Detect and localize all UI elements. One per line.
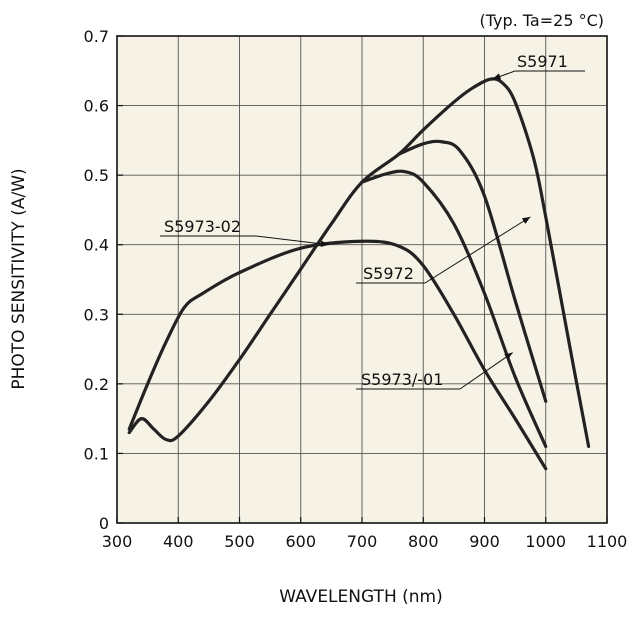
series-label-s5971: S5971	[517, 52, 568, 71]
x-tick-label: 700	[347, 532, 378, 551]
x-tick-label: 900	[469, 532, 500, 551]
x-axis-ticks: 300 400 500 600 700 800 900 1000 1100	[102, 517, 628, 551]
arrow-head	[521, 216, 531, 224]
annotation-s5973-01: S5973/-01	[356, 352, 513, 390]
series-label-s5972: S5972	[363, 264, 414, 283]
y-tick-label: 0.6	[84, 97, 109, 116]
x-tick-label: 1100	[587, 532, 628, 551]
y-tick-label: 0	[99, 514, 109, 533]
x-tick-label: 500	[224, 532, 255, 551]
leader-line	[459, 352, 513, 390]
x-tick-label: 800	[408, 532, 439, 551]
series-line-s5972	[397, 139, 548, 403]
annotation-s5973-02: S5973-02	[160, 217, 329, 247]
series-lines	[127, 77, 591, 471]
y-axis-ticks: 0 0.1 0.2 0.3 0.4 0.5 0.6 0.7	[84, 27, 123, 533]
x-tick-label: 400	[163, 532, 194, 551]
series-annotations: S5971 S5972 S5973/-01 S5973-02	[160, 52, 585, 390]
x-tick-label: 1000	[525, 532, 566, 551]
grid	[117, 36, 607, 523]
series-line-s5973-01	[360, 169, 548, 449]
series-label-s5973-02: S5973-02	[164, 217, 241, 236]
y-tick-label: 0.7	[84, 27, 109, 46]
arrow-head	[320, 240, 329, 247]
series-line-s5971	[127, 77, 591, 449]
arrow-head	[504, 352, 513, 360]
annotation-s5972: S5972	[356, 216, 531, 284]
y-tick-label: 0.4	[84, 236, 109, 255]
arrow-head	[492, 73, 502, 80]
y-axis-title: PHOTO SENSITIVITY (A/W)	[9, 168, 29, 389]
series-line-s5973-02	[127, 239, 548, 471]
x-tick-label: 600	[285, 532, 316, 551]
y-tick-label: 0.3	[84, 305, 109, 324]
x-axis-title: WAVELENGTH (nm)	[279, 587, 442, 607]
series-label-s5973-01: S5973/-01	[361, 370, 443, 389]
leader-line	[255, 235, 329, 246]
y-tick-label: 0.2	[84, 375, 109, 394]
x-tick-label: 300	[102, 532, 133, 551]
condition-note: (Typ. Ta=25 °C)	[479, 11, 604, 30]
leader-line	[424, 216, 531, 284]
y-tick-label: 0.5	[84, 166, 109, 185]
plot-frame	[116, 35, 608, 524]
annotation-s5971: S5971	[492, 52, 585, 80]
y-tick-label: 0.1	[84, 444, 109, 463]
